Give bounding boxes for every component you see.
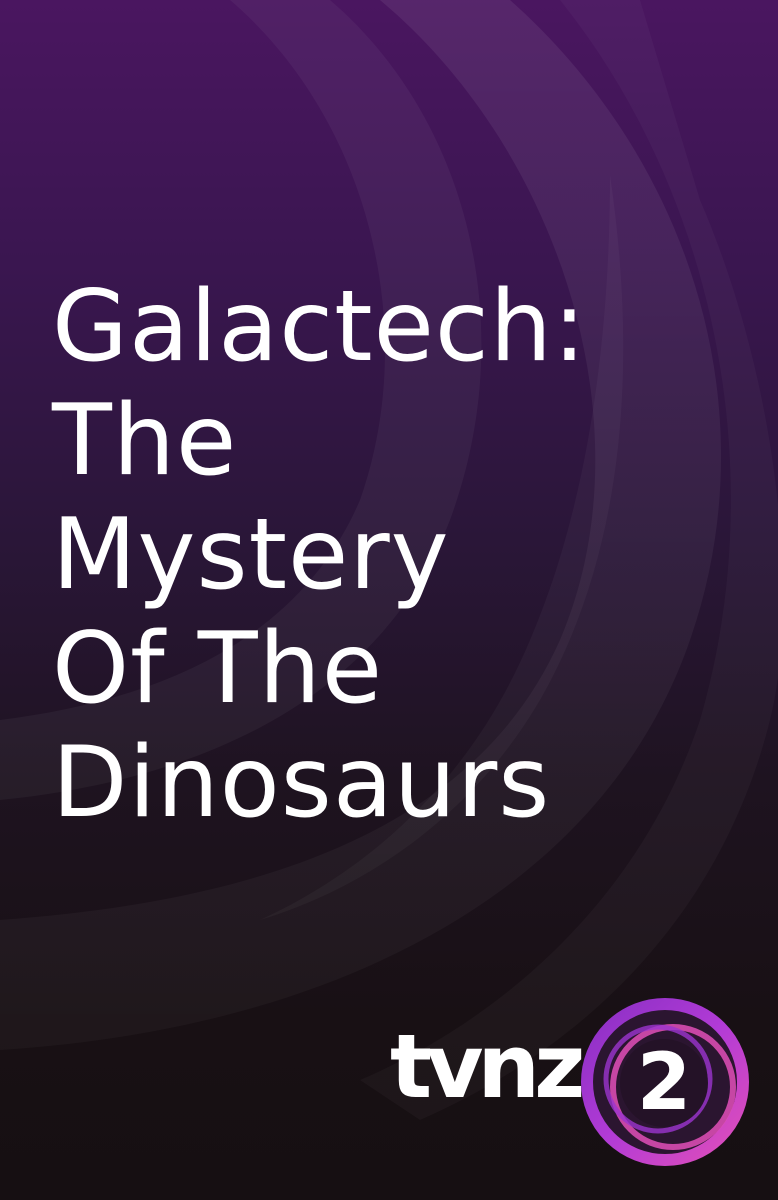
channel-logo: tvnz 2 <box>390 995 760 1170</box>
title-line-3: Mystery <box>52 498 450 612</box>
title-line-2: The <box>52 384 238 498</box>
channel-ring-icon <box>581 998 749 1166</box>
title-line-1: Galactech: <box>52 270 587 384</box>
title-line-5: Dinosaurs <box>52 726 551 840</box>
channel-number: 2 <box>636 1038 692 1128</box>
channel-badge: 2 <box>578 995 753 1170</box>
show-title: Galactech: The Mystery Of The Dinosaurs <box>52 270 752 840</box>
title-line-4: Of The <box>52 612 384 726</box>
tvnz-wordmark: tvnz <box>390 1015 585 1118</box>
